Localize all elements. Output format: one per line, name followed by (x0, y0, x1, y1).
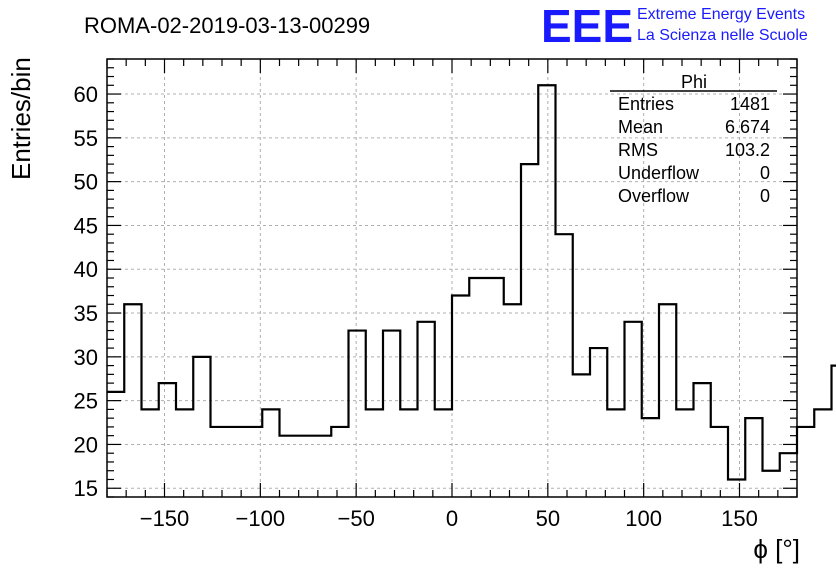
stats-value: 6.674 (725, 117, 770, 137)
stats-label: RMS (618, 140, 658, 160)
y-tick-label: 30 (74, 345, 98, 370)
axis-ticks (106, 58, 798, 498)
y-tick-label: 55 (74, 126, 98, 151)
stats-name: Phi (681, 72, 707, 92)
x-axis-title: ϕ [°] (753, 534, 800, 564)
stats-label: Mean (618, 117, 663, 137)
x-tick-label: 150 (721, 506, 758, 531)
y-tick-label: 25 (74, 389, 98, 414)
stats-rows: Entries 1481 Mean 6.674 RMS 103.2 Underflow 0 Ov… (618, 94, 770, 206)
x-tick-label: 50 (536, 506, 560, 531)
x-tick-label: −150 (140, 506, 190, 531)
x-tick-label: 100 (625, 506, 662, 531)
tick-labels: −150 −100 −50 0 50 100 150 15 20 25 30 35 40 45 50 55 60 (74, 82, 758, 531)
y-axis-title: Entries/bin (6, 57, 36, 180)
stats-value: 0 (760, 186, 770, 206)
logo-line-1: Extreme Energy Events (637, 6, 805, 23)
y-tick-label: 60 (74, 82, 98, 107)
y-tick-label: 15 (74, 476, 98, 501)
y-tick-label: 20 (74, 432, 98, 457)
histogram-series (107, 84, 836, 481)
y-tick-label: 50 (74, 170, 98, 195)
logo-mark: EEE (541, 0, 633, 52)
stats-box: Phi Entries 1481 Mean 6.674 RMS 103.2 Underflo… (610, 72, 777, 206)
stats-value: 1481 (730, 94, 770, 114)
y-tick-label: 35 (74, 301, 98, 326)
logo-line-2: La Scienza nelle Scuole (637, 27, 808, 44)
histogram-line (107, 84, 836, 481)
x-tick-label: −100 (236, 506, 286, 531)
eee-logo: EEE Extreme Energy Events La Scienza nel… (541, 0, 808, 52)
y-tick-label: 40 (74, 257, 98, 282)
x-tick-label: −50 (338, 506, 375, 531)
x-tick-label: 0 (446, 506, 458, 531)
chart-title: ROMA-02-2019-03-13-00299 (84, 13, 370, 38)
y-tick-label: 45 (74, 213, 98, 238)
stats-label: Overflow (618, 186, 690, 206)
stats-label: Entries (618, 94, 674, 114)
stats-value: 103.2 (725, 140, 770, 160)
stats-label: Underflow (618, 163, 700, 183)
stats-value: 0 (760, 163, 770, 183)
